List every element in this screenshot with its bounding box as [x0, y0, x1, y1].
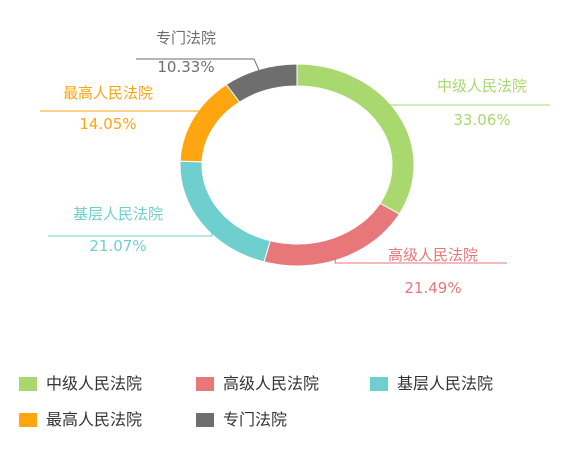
leader-line-5	[136, 58, 264, 80]
slice-percent-label-1: 33.06%	[453, 111, 510, 129]
slice-name-label-1: 中级人民法院	[437, 77, 527, 95]
legend-swatch-4	[19, 413, 37, 427]
legend-swatch-1	[19, 377, 37, 391]
leader-line-1	[387, 104, 550, 120]
legend-label-2: 高级人民法院	[223, 374, 319, 393]
slice-name-label-4: 最高人民法院	[63, 84, 153, 102]
legend-item-2[interactable]: 高级人民法院	[196, 374, 319, 393]
slice-name-label-5: 专门法院	[156, 29, 216, 47]
legend-label-3: 基层人民法院	[397, 374, 493, 393]
donut-slice-4[interactable]	[179, 83, 241, 163]
legend-swatch-2	[196, 377, 214, 391]
slice-name-label-3: 基层人民法院	[73, 205, 163, 223]
donut-slice-1[interactable]	[296, 63, 415, 215]
donut-slice-5[interactable]	[225, 63, 298, 103]
leader-line-3	[48, 217, 213, 237]
legend-item-4[interactable]: 最高人民法院	[19, 410, 142, 429]
slice-name-label-2: 高级人民法院	[388, 246, 478, 264]
leader-line-4	[40, 110, 204, 124]
slice-percent-label-5: 10.33%	[157, 58, 214, 76]
slice-percent-label-3: 21.07%	[89, 237, 146, 255]
legend-swatch-3	[370, 377, 388, 391]
legend-item-5[interactable]: 专门法院	[196, 410, 287, 429]
legend-label-5: 专门法院	[223, 410, 287, 429]
slice-percent-label-2: 21.49%	[404, 279, 461, 297]
donut-slice-2[interactable]	[263, 202, 401, 267]
leader-line-2	[334, 248, 507, 264]
donut-slice-3[interactable]	[179, 160, 271, 263]
slice-percent-label-4: 14.05%	[79, 115, 136, 133]
legend-item-1[interactable]: 中级人民法院	[19, 374, 142, 393]
donut-slices	[179, 63, 415, 267]
legend-label-4: 最高人民法院	[46, 410, 142, 429]
legend-swatch-5	[196, 413, 214, 427]
legend-item-3[interactable]: 基层人民法院	[370, 374, 493, 393]
slice-labels: 中级人民法院 33.06% 高级人民法院 21.49% 基层人民法院 21.07% 最高人民…	[40, 29, 550, 297]
legend-label-1: 中级人民法院	[46, 374, 142, 393]
